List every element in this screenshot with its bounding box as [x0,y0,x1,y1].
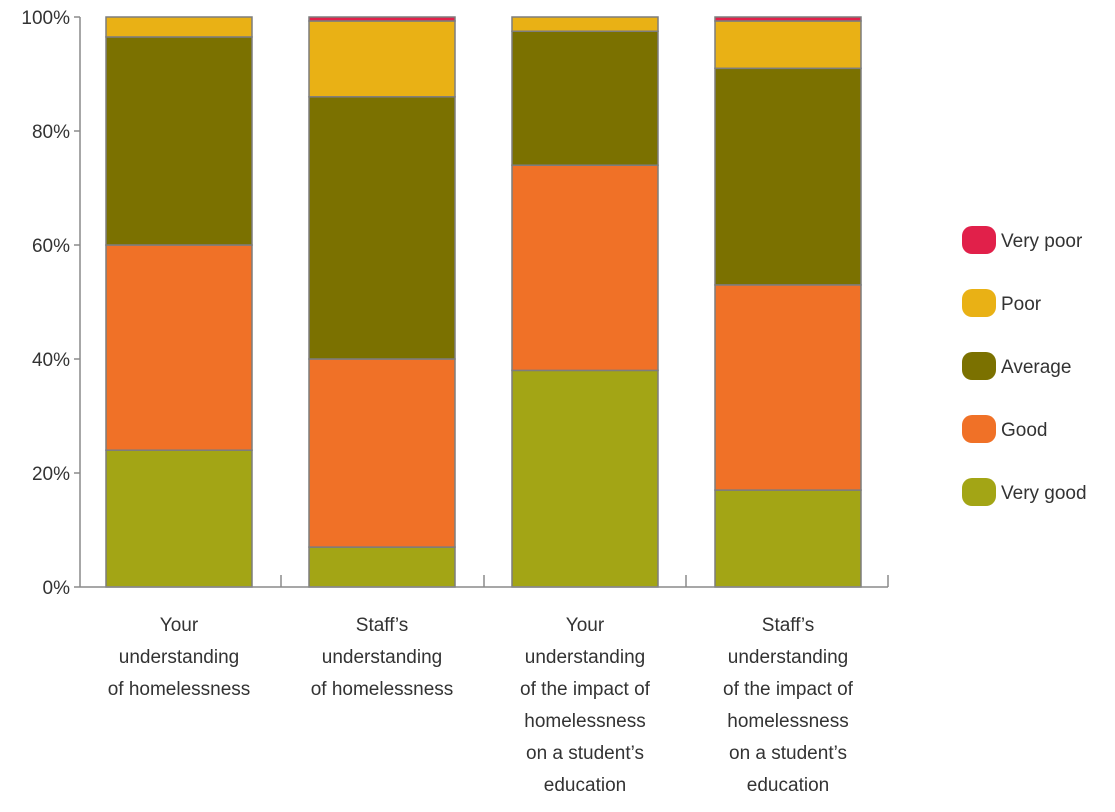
bar-segment-good [714,284,862,491]
bar-segment-very-good [714,489,862,588]
bar-stack [105,16,253,588]
bar-segment-average [714,67,862,286]
y-tick-label: 100% [21,8,70,29]
bars-group [105,16,862,588]
bar-stack [511,16,659,588]
legend-swatch [962,289,996,317]
axes-group [79,17,889,588]
category-label: homelessness [727,711,848,732]
legend-item: Average [962,352,1071,380]
category-label: on a student’s [526,743,644,764]
category-label: understanding [525,647,645,668]
category-label: understanding [119,647,239,668]
y-tick-label: 0% [43,578,71,599]
legend-item: Very poor [962,226,1083,254]
bar-segment-very-good [511,369,659,588]
bar-segment-very-poor [308,16,456,22]
y-tick-label: 20% [32,464,70,485]
category-label: Staff’s [762,615,814,636]
legend-label: Good [1001,420,1047,441]
bar-segment-poor [105,16,253,38]
bar-segment-very-good [105,449,253,588]
bar-segment-average [105,36,253,246]
bar-segment-good [511,164,659,372]
bar-segment-good [308,358,456,548]
legend-label: Poor [1001,294,1042,315]
category-label: understanding [322,647,442,668]
category-label: education [747,775,829,796]
bar-stack [714,16,862,588]
category-label: understanding [728,647,848,668]
category-label: homelessness [524,711,645,732]
bar-segment-very-poor [714,16,862,22]
legend-label: Very good [1001,483,1087,504]
legend-swatch [962,226,996,254]
category-label: Your [160,615,199,636]
category-label: Staff’s [356,615,408,636]
category-label: of homelessness [108,679,251,700]
bar-segment-average [308,96,456,360]
legend-label: Very poor [1001,231,1083,252]
legend-swatch [962,478,996,506]
y-tick-label: 80% [32,122,70,143]
y-tick-labels: 0% 20% 40% 60% 80% 100% [21,8,80,599]
legend-item: Good [962,415,1047,443]
category-label: of homelessness [311,679,454,700]
bar-segment-poor [308,20,456,98]
legend-item: Very good [962,478,1087,506]
legend-label: Average [1001,357,1071,378]
category-labels: Your understanding of homelessness Staff’s u… [108,615,854,796]
category-label: Your [566,615,605,636]
bar-segment-very-good [308,546,456,588]
legend-swatch [962,352,996,380]
legend-swatch [962,415,996,443]
legend-item: Poor [962,289,1042,317]
bar-segment-good [105,244,253,451]
category-label: on a student’s [729,743,847,764]
bar-stack [308,16,456,588]
category-label: of the impact of [520,679,651,700]
bar-segment-poor [714,20,862,70]
y-tick-label: 40% [32,350,70,371]
legend: Very poor Poor Average Good Very good [962,226,1087,506]
category-label: education [544,775,626,796]
bar-segment-poor [511,16,659,32]
category-label: of the impact of [723,679,854,700]
bar-segment-average [511,30,659,166]
y-tick-label: 60% [32,236,70,257]
